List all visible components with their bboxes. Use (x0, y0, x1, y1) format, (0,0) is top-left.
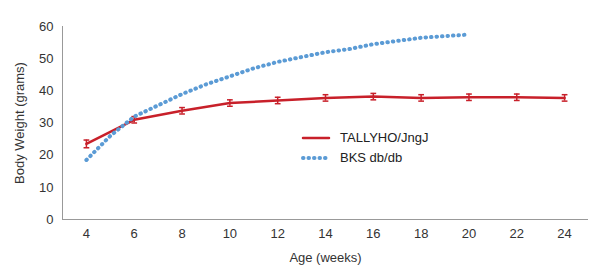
svg-text:4: 4 (83, 226, 90, 241)
svg-text:14: 14 (318, 226, 332, 241)
svg-text:18: 18 (414, 226, 428, 241)
svg-text:10: 10 (39, 179, 53, 194)
svg-text:10: 10 (223, 226, 237, 241)
html-text:BKS db/db: BKS db/db (340, 150, 403, 165)
svg-text:22: 22 (510, 226, 524, 241)
svg-text:40: 40 (39, 83, 53, 98)
svg-text:20: 20 (39, 147, 53, 162)
html-text:TALLYHO/JngJ: TALLYHO/JngJ (340, 130, 429, 145)
svg-text:24: 24 (557, 226, 571, 241)
svg-text:8: 8 (178, 226, 185, 241)
svg-text:60: 60 (39, 19, 53, 34)
svg-text:30: 30 (39, 115, 53, 130)
svg-text:Age (weeks): Age (weeks) (289, 250, 361, 265)
svg-text:Body Weight (grams): Body Weight (grams) (12, 62, 27, 184)
svg-text:20: 20 (462, 226, 476, 241)
svg-text:50: 50 (39, 51, 53, 66)
svg-text:0: 0 (46, 212, 53, 227)
svg-text:12: 12 (270, 226, 284, 241)
svg-text:16: 16 (366, 226, 380, 241)
svg-text:6: 6 (131, 226, 138, 241)
